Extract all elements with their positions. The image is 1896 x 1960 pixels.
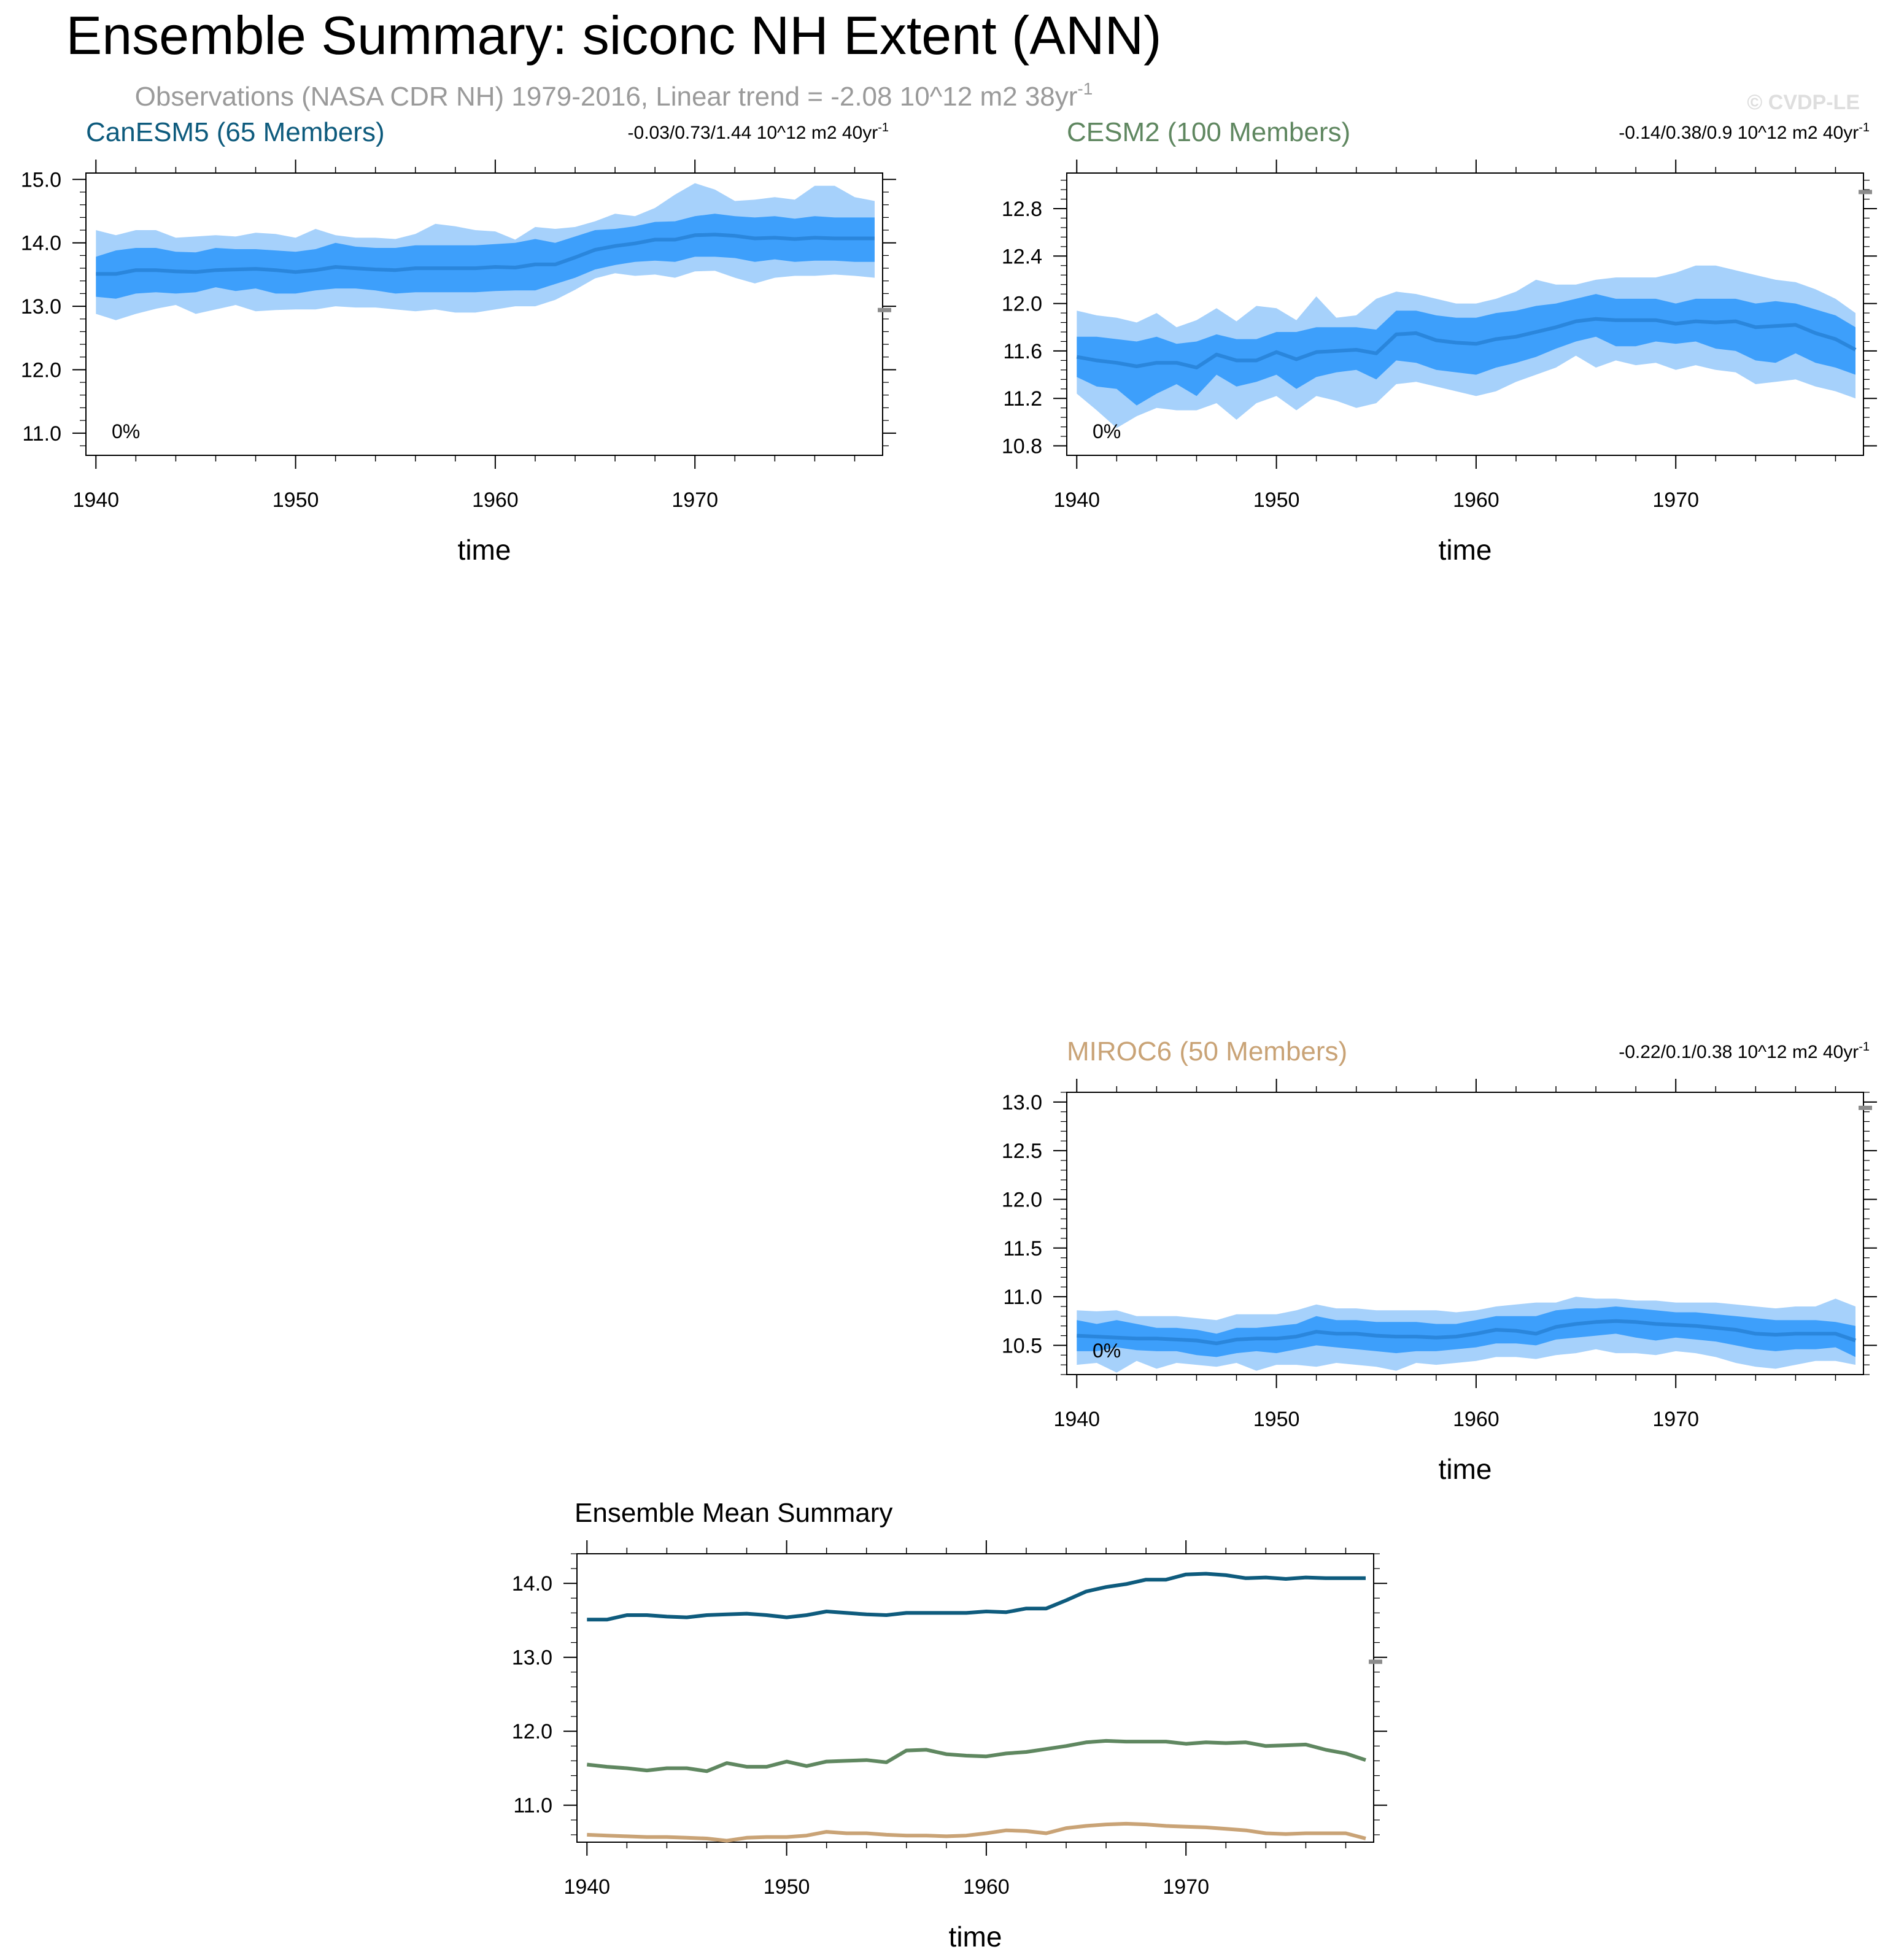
trend-sup: -1 bbox=[878, 121, 889, 134]
trend-label: -0.03/0.73/1.44 10^12 m2 40yr-1 bbox=[628, 121, 889, 143]
x-tick-label: 1970 bbox=[1652, 488, 1699, 512]
copyright-label: © CVDP-LE bbox=[1747, 91, 1860, 114]
y-tick-label: 15.0 bbox=[21, 168, 61, 191]
x-tick-label: 1950 bbox=[273, 488, 319, 512]
y-tick-label: 13.0 bbox=[21, 295, 61, 318]
y-tick-label: 14.0 bbox=[21, 232, 61, 255]
plot-area bbox=[1076, 265, 1857, 428]
y-tick-label: 12.5 bbox=[1002, 1140, 1042, 1163]
panel-title: CanESM5 (65 Members) bbox=[86, 117, 385, 147]
x-tick-label: 1960 bbox=[963, 1875, 1010, 1899]
x-axis-label: time bbox=[949, 1921, 1002, 1953]
y-tick-label: 11.0 bbox=[22, 422, 61, 446]
ensemble-mean-line bbox=[1077, 1319, 1856, 1346]
x-axis-label: time bbox=[1439, 534, 1492, 566]
x-tick-label: 1940 bbox=[72, 488, 119, 512]
figure-title: Ensemble Summary: siconc NH Extent (ANN) bbox=[66, 5, 1162, 66]
y-tick-label: 12.0 bbox=[512, 1720, 552, 1743]
x-tick-label: 1970 bbox=[1652, 1408, 1699, 1431]
percentile-band bbox=[1077, 1306, 1855, 1357]
y-tick-label: 12.8 bbox=[1002, 198, 1042, 221]
trend-sup: -1 bbox=[1859, 1040, 1870, 1054]
plot-area bbox=[1077, 1297, 1856, 1373]
trend-text: -0.22/0.1/0.38 10^12 m2 40yr bbox=[1619, 1042, 1859, 1062]
panel-canesm5: 1940 1950 1960 1970 11.0 12.0 13.0 14.0 15.0 time… bbox=[21, 117, 896, 566]
y-tick-label: 13.0 bbox=[512, 1646, 552, 1670]
panel-ensemble-mean-summary: 1940 1950 1960 1970 11.0 12.0 13.0 14.0 time Ense… bbox=[512, 1498, 1387, 1953]
trend-sup: -1 bbox=[1859, 121, 1870, 134]
ensemble-mean-line bbox=[1076, 317, 1857, 369]
ensemble-mean-line bbox=[96, 233, 875, 276]
x-tick-label: 1940 bbox=[1053, 1408, 1100, 1431]
y-tick-label: 10.5 bbox=[1002, 1334, 1042, 1357]
x-tick-label: 1950 bbox=[1253, 1408, 1300, 1431]
figure-subtitle: Observations (NASA CDR NH) 1979-2016, Li… bbox=[135, 79, 1093, 112]
x-tick-label: 1940 bbox=[563, 1875, 610, 1899]
x-tick-label: 1940 bbox=[1053, 488, 1100, 512]
trend-text: -0.14/0.38/0.9 10^12 m2 40yr bbox=[1619, 123, 1859, 143]
panel-cesm2: 1940 1950 1960 1970 10.8 11.2 11.6 12.0 12.4 12.8… bbox=[1002, 117, 1877, 566]
y-tick-label: 13.0 bbox=[1002, 1091, 1042, 1114]
y-tick-label: 11.0 bbox=[1003, 1286, 1042, 1309]
y-tick-label: 11.5 bbox=[1003, 1237, 1042, 1260]
y-tick-label: 10.8 bbox=[1002, 435, 1042, 458]
percent-label: 0% bbox=[1093, 420, 1121, 442]
summary-line-canesm5 bbox=[587, 1572, 1366, 1622]
plot-frame bbox=[1066, 1092, 1864, 1375]
plot-frame bbox=[576, 1553, 1374, 1843]
x-tick-label: 1960 bbox=[472, 488, 519, 512]
x-tick-label: 1970 bbox=[671, 488, 718, 512]
percentile-band bbox=[96, 214, 875, 299]
panel-title: CESM2 (100 Members) bbox=[1067, 117, 1350, 147]
plot-area bbox=[96, 183, 875, 320]
trend-label: -0.22/0.1/0.38 10^12 m2 40yr-1 bbox=[1619, 1040, 1870, 1062]
x-tick-label: 1960 bbox=[1453, 1408, 1499, 1431]
percent-label: 0% bbox=[1093, 1340, 1121, 1362]
percent-label: 0% bbox=[112, 420, 140, 442]
y-tick-label: 11.6 bbox=[1003, 340, 1042, 363]
summary-line-miroc6 bbox=[587, 1821, 1366, 1843]
trend-label: -0.14/0.38/0.9 10^12 m2 40yr-1 bbox=[1619, 121, 1870, 143]
plot-frame bbox=[1066, 172, 1864, 456]
y-tick-label: 11.2 bbox=[1003, 387, 1042, 411]
y-tick-label: 11.0 bbox=[513, 1794, 552, 1818]
panel-title: Ensemble Mean Summary bbox=[575, 1498, 892, 1528]
y-tick-label: 12.0 bbox=[1002, 293, 1042, 316]
x-axis-label: time bbox=[458, 534, 511, 566]
y-tick-label: 14.0 bbox=[512, 1572, 552, 1595]
x-axis-label: time bbox=[1439, 1453, 1492, 1485]
summary-line-cesm2 bbox=[586, 1738, 1366, 1773]
y-tick-label: 12.0 bbox=[1002, 1188, 1042, 1211]
y-tick-label: 12.4 bbox=[1002, 245, 1042, 268]
trend-text: -0.03/0.73/1.44 10^12 m2 40yr bbox=[628, 123, 878, 143]
x-tick-label: 1950 bbox=[764, 1875, 810, 1899]
x-tick-label: 1960 bbox=[1453, 488, 1499, 512]
x-tick-label: 1950 bbox=[1253, 488, 1300, 512]
panel-miroc6: 1940 1950 1960 1970 10.5 11.0 11.5 12.0 12.5 13.0… bbox=[1002, 1036, 1877, 1485]
panel-title: MIROC6 (50 Members) bbox=[1067, 1036, 1347, 1067]
x-tick-label: 1970 bbox=[1163, 1875, 1209, 1899]
y-tick-label: 12.0 bbox=[21, 358, 61, 382]
plot-frame bbox=[85, 172, 883, 456]
